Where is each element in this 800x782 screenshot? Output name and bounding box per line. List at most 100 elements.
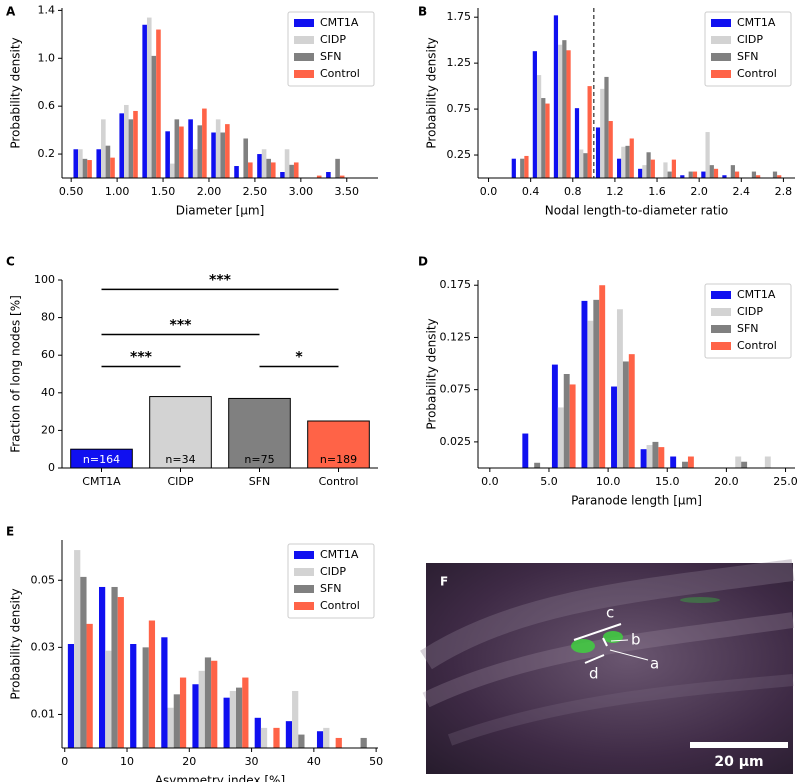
bar — [595, 127, 601, 178]
scale-bar-label: 20 µm — [714, 754, 763, 770]
bar — [360, 737, 367, 748]
x-tick-label: CMT1A — [82, 475, 121, 488]
bar — [298, 734, 305, 748]
x-tick-label: 1.2 — [606, 185, 624, 198]
x-tick-label: 0.0 — [481, 475, 499, 488]
bar — [663, 162, 668, 178]
bar — [86, 623, 93, 748]
bar — [600, 88, 605, 178]
bar — [167, 707, 174, 748]
legend-swatch — [294, 70, 314, 78]
panel-label: C — [6, 255, 15, 269]
bar — [687, 456, 694, 468]
bar — [621, 146, 626, 178]
bar — [574, 108, 580, 178]
legend-swatch — [711, 291, 731, 299]
bar — [165, 131, 170, 178]
x-tick-label: 50 — [369, 755, 383, 768]
bar — [260, 727, 268, 748]
y-tick-label: 1.4 — [38, 3, 56, 16]
bar — [553, 15, 559, 179]
bar — [524, 155, 529, 178]
x-tick-label: SFN — [249, 475, 271, 488]
micrograph: c b a d 20 µm F — [420, 559, 795, 774]
legend-label: CIDP — [737, 33, 763, 46]
x-tick-label: 0.50 — [59, 185, 84, 198]
bar — [273, 727, 280, 748]
bar — [536, 75, 542, 178]
bar — [522, 433, 529, 468]
x-tick-label: 10.0 — [596, 475, 621, 488]
bar — [671, 159, 676, 178]
bar — [751, 171, 757, 178]
legend-label: Control — [737, 67, 777, 80]
bar — [146, 17, 152, 178]
y-tick-label: 0.075 — [440, 383, 472, 396]
bar — [174, 119, 180, 178]
bar — [119, 113, 125, 178]
x-axis-label: Paranode length [µm] — [571, 494, 702, 508]
bar — [117, 597, 124, 748]
bar — [179, 677, 187, 748]
x-tick-label: 5.0 — [540, 475, 558, 488]
bar — [558, 44, 563, 178]
bar — [266, 158, 271, 178]
legend-label: CMT1A — [737, 16, 776, 29]
panel-label: F — [440, 575, 448, 589]
y-tick-label: 1.0 — [38, 51, 56, 64]
bar — [234, 166, 239, 178]
fiber — [447, 674, 794, 746]
bar — [579, 149, 584, 178]
y-tick-label: 0.125 — [440, 330, 472, 343]
y-tick-label: 0.175 — [440, 278, 472, 291]
legend-swatch — [294, 568, 314, 576]
scale-bar — [690, 742, 788, 748]
bar — [254, 717, 261, 748]
y-tick-label: 0.05 — [31, 573, 56, 586]
bar — [82, 158, 88, 178]
significance-label: *** — [209, 272, 232, 288]
legend-label: SFN — [737, 50, 759, 63]
bar — [128, 119, 134, 178]
legend-swatch — [711, 36, 731, 44]
bar — [705, 132, 710, 178]
bar — [284, 149, 290, 178]
y-tick-label: 0.6 — [38, 99, 56, 112]
legend-label: CIDP — [737, 305, 763, 318]
legend-box — [704, 283, 792, 359]
bar — [326, 172, 331, 178]
bar — [587, 320, 594, 468]
x-tick-label: CIDP — [167, 475, 193, 488]
bar — [80, 576, 87, 748]
bar — [204, 657, 212, 748]
bar — [293, 162, 299, 178]
bar — [680, 175, 685, 178]
legend-swatch — [711, 308, 731, 316]
bar — [335, 737, 342, 748]
panel-label: A — [6, 5, 16, 19]
bar — [242, 677, 249, 748]
bar — [713, 168, 719, 178]
bar — [257, 154, 262, 178]
bar — [142, 647, 149, 748]
node-signal — [603, 631, 623, 643]
legend-box — [287, 11, 375, 87]
bar — [604, 76, 609, 178]
significance-label: *** — [170, 318, 193, 334]
bar — [734, 171, 740, 178]
bar — [339, 175, 345, 178]
bar — [78, 149, 83, 178]
bar — [151, 55, 157, 178]
bar — [569, 384, 576, 468]
bar — [638, 168, 643, 178]
x-tick-label: 0.8 — [564, 185, 582, 198]
legend-swatch — [711, 70, 731, 78]
bar — [722, 175, 727, 178]
node-signal — [571, 639, 595, 653]
bar — [701, 171, 706, 178]
x-tick-label: 3.00 — [289, 185, 314, 198]
bar — [169, 163, 175, 178]
bar — [563, 374, 570, 468]
x-tick-label: Control — [319, 475, 359, 488]
bar — [545, 103, 550, 178]
